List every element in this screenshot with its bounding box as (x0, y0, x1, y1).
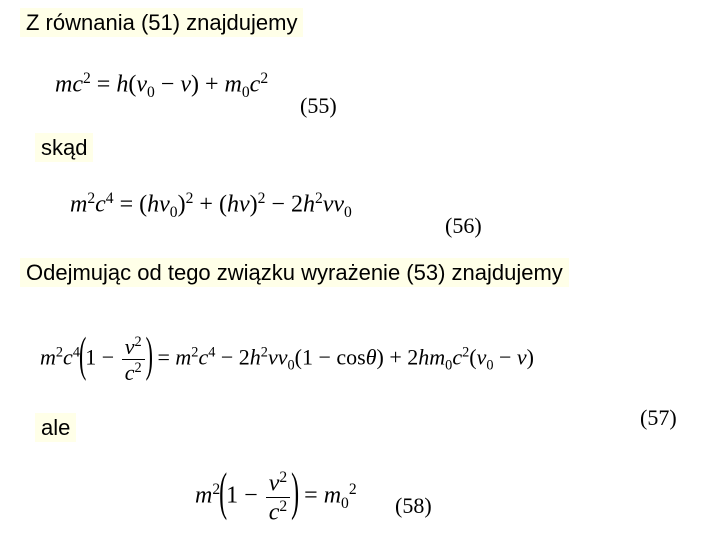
highlight-line-2: skąd (35, 133, 93, 162)
equation-55: mc2 = h(ν0 − ν) + m0c2 (55, 70, 268, 102)
equation-number-58: (58) (395, 493, 432, 519)
equation-number-56: (56) (445, 213, 482, 239)
text-line-1: Z równania (51) znajdujemy (20, 10, 303, 36)
text-line-4: ale (35, 415, 76, 441)
equation-number-57: (57) (640, 405, 677, 431)
highlight-line-3: Odejmując od tego związku wyrażenie (53)… (20, 258, 569, 287)
highlight-line-4: ale (35, 413, 76, 442)
equation-57: m2c4(1 − v2c2) = m2c4 − 2h2νν0(1 − cosθ)… (40, 335, 534, 384)
equation-58: m2(1 − v2c2) = m02 (195, 470, 357, 524)
text-line-3: Odejmując od tego związku wyrażenie (53)… (20, 260, 569, 286)
text-line-2: skąd (35, 135, 93, 161)
highlight-line-1: Z równania (51) znajdujemy (20, 8, 303, 37)
equation-56: m2c4 = (hν0)2 + (hν)2 − 2h2νν0 (70, 190, 352, 222)
equation-number-55: (55) (300, 93, 337, 119)
